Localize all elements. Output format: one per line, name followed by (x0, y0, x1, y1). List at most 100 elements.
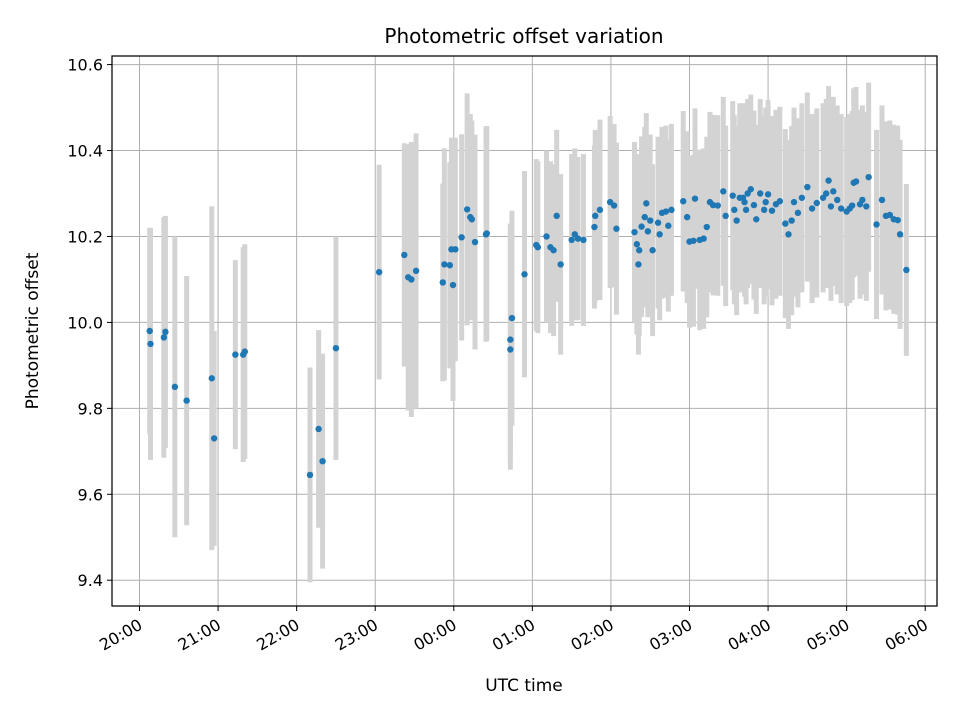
data-point (896, 231, 904, 238)
data-point (823, 190, 830, 197)
data-point (580, 236, 587, 244)
data-point (656, 231, 663, 238)
data-point (306, 471, 314, 479)
plot-frame (111, 55, 938, 607)
data-point (690, 237, 697, 244)
data-point (643, 200, 650, 207)
data-point (644, 228, 652, 235)
data-point (764, 191, 772, 198)
data-point (873, 221, 880, 228)
data-point (550, 247, 557, 254)
data-point (804, 183, 811, 191)
data-point (760, 206, 768, 214)
data-point (508, 314, 516, 322)
data-point (463, 206, 471, 213)
data-point (401, 251, 408, 259)
data-point (574, 235, 582, 242)
data-point (596, 206, 604, 214)
data-point (742, 206, 750, 214)
data-point (683, 213, 691, 221)
data-point (747, 186, 754, 193)
data-point (458, 234, 465, 241)
data-point (863, 203, 870, 210)
data-point (160, 334, 168, 341)
data-point (613, 225, 620, 232)
data-point (825, 177, 832, 184)
data-point (471, 238, 479, 246)
data-point (790, 198, 798, 206)
data-point (332, 344, 340, 352)
data-point (729, 192, 736, 199)
data-point (848, 202, 856, 209)
data-point (762, 198, 769, 206)
data-point (649, 247, 656, 254)
data-point (171, 383, 179, 391)
y-tick-label: 9.8 (78, 399, 103, 418)
data-point (315, 425, 322, 433)
data-point (830, 188, 837, 195)
data-point (591, 223, 598, 231)
data-point (147, 340, 154, 348)
data-point (210, 435, 218, 442)
data-point (162, 328, 169, 336)
data-point (483, 230, 490, 237)
data-point (633, 241, 641, 248)
data-point (636, 247, 643, 254)
data-point (865, 173, 872, 181)
data-point (183, 397, 190, 404)
data-point (703, 223, 710, 231)
data-point (714, 202, 721, 209)
data-point (852, 178, 860, 185)
data-point (794, 209, 802, 217)
data-point (412, 267, 420, 275)
data-point (568, 236, 575, 244)
data-point (543, 233, 550, 240)
data-point (886, 211, 894, 219)
data-point (720, 188, 727, 195)
data-point (709, 201, 717, 209)
data-point (837, 205, 845, 212)
data-point (668, 206, 675, 214)
y-axis-ticks: 9.4 9.6 9.8 10.0 10.2 10.4 10.6 (67, 56, 112, 590)
data-point (446, 262, 454, 269)
y-tick-label: 10.6 (67, 56, 103, 75)
x-axis-label: UTC time (485, 676, 563, 696)
data-point (878, 196, 886, 204)
data-point (507, 336, 514, 343)
data-point (610, 202, 618, 209)
data-point (439, 279, 446, 286)
data-point (534, 244, 542, 251)
data-point (733, 217, 740, 224)
data-point (665, 222, 672, 229)
data-point (408, 276, 415, 283)
chart-title: Photometric offset variation (384, 24, 663, 48)
data-point (468, 216, 476, 223)
data-point (834, 196, 841, 204)
y-tick-label: 10.4 (67, 142, 103, 161)
data-point (452, 246, 459, 253)
data-points (146, 173, 910, 479)
data-point (798, 194, 806, 201)
data-point (654, 219, 662, 226)
data-point (827, 203, 835, 210)
data-point (557, 261, 564, 268)
data-point (638, 223, 645, 230)
data-point (788, 217, 795, 224)
data-point (757, 190, 764, 197)
data-point (785, 231, 792, 238)
data-point (768, 207, 776, 214)
data-point (319, 457, 326, 465)
y-tick-label: 10.0 (67, 313, 103, 332)
data-point (776, 198, 784, 205)
data-point (146, 327, 153, 335)
y-tick-label: 10.2 (67, 227, 103, 246)
data-point (903, 266, 910, 274)
data-point (680, 198, 687, 205)
data-point (641, 213, 648, 221)
data-point (741, 198, 748, 206)
y-tick-label: 9.4 (78, 571, 103, 590)
data-point (441, 261, 448, 268)
data-point (894, 216, 901, 224)
